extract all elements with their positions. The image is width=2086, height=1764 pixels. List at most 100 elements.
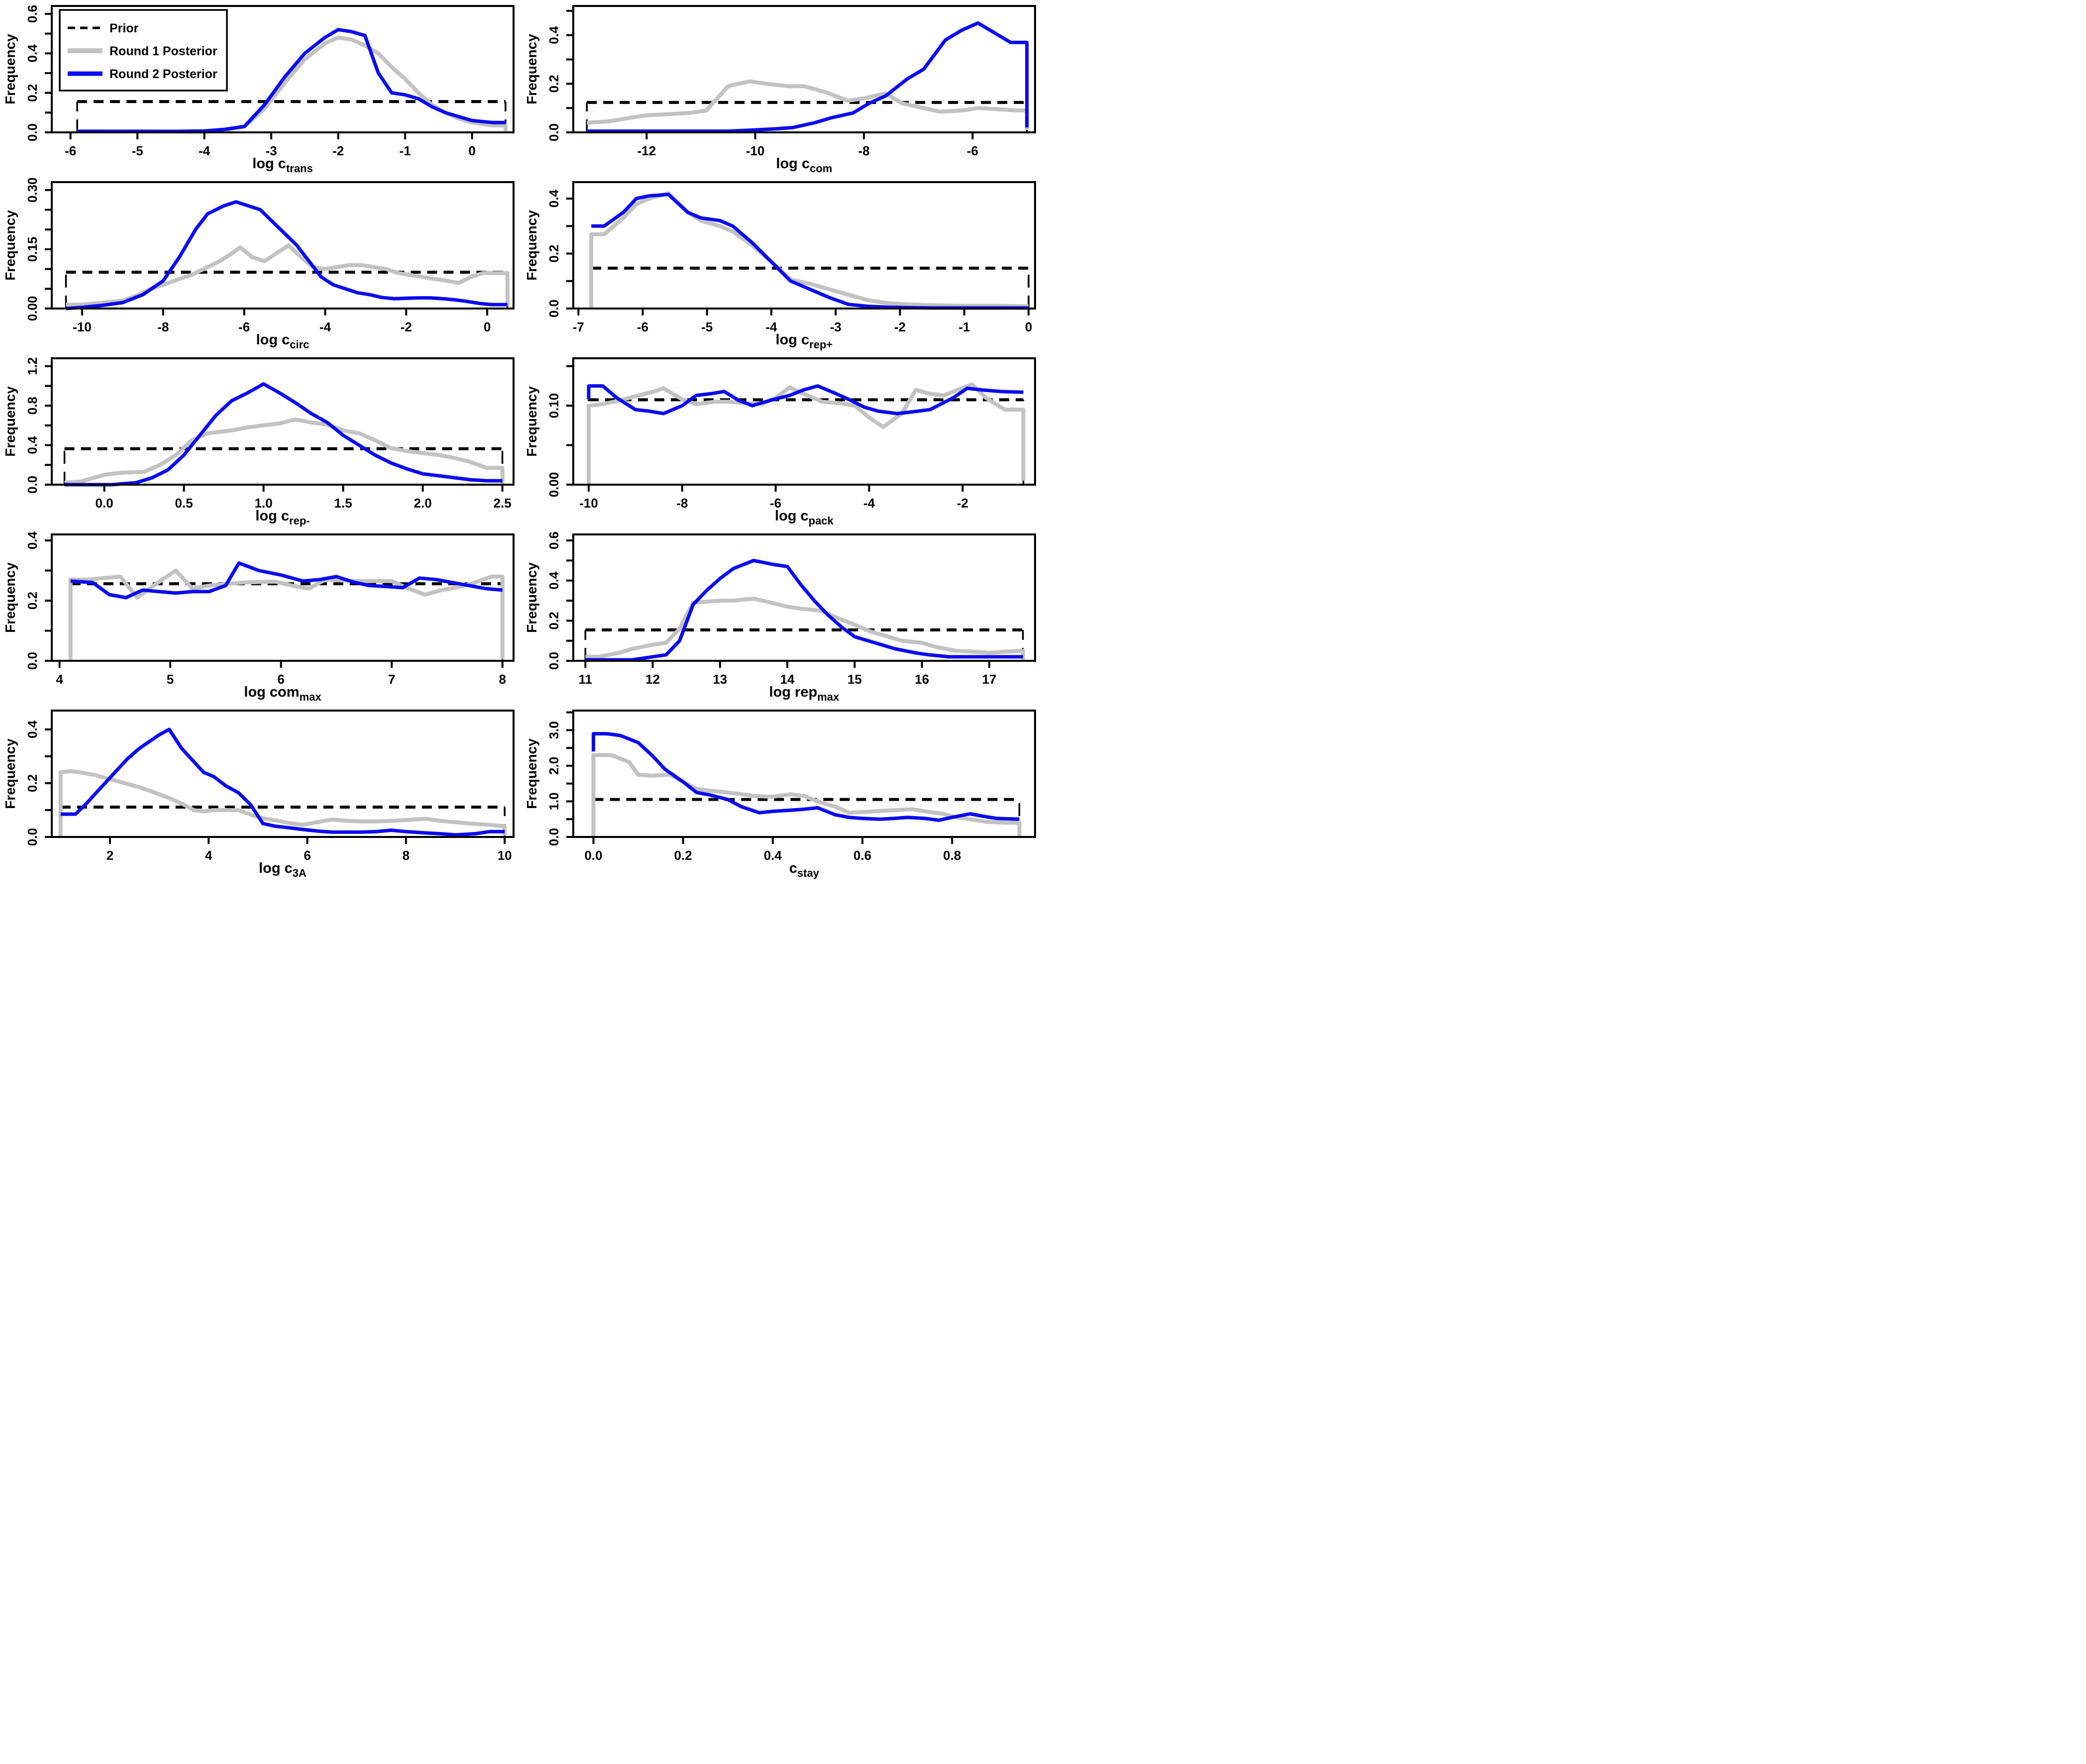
y-tick-label: 0.4 — [546, 190, 561, 208]
plot-log-rep-max: 11 12 13 14 15 16 17 0.0 0.2 0.4 0.6 Frequency log r… — [522, 528, 1043, 705]
x-tick-label: -8 — [157, 319, 169, 334]
plot-box — [51, 181, 515, 310]
x-tick-label: 1.5 — [334, 496, 352, 511]
plot-box — [572, 710, 1036, 838]
y-axis-title: Frequency — [2, 34, 18, 104]
chart-svg-log-c-trans: -6 -5 -4 -3 -2 -1 0 0.0 0.2 0.4 0.6 Frequency log ct… — [2, 5, 515, 175]
x-tick-label: -4 — [199, 143, 210, 158]
round1-posterior-curve — [591, 753, 1022, 837]
x-tick-label: 0.8 — [943, 848, 961, 863]
round2-posterior-curve — [64, 382, 503, 487]
x-tick-label: 4 — [205, 848, 212, 863]
round2-posterior-curve — [587, 21, 1029, 133]
x-tick-label: 7 — [388, 672, 395, 687]
round2-posterior-curve — [66, 200, 508, 311]
y-axis-title: Frequency — [2, 386, 18, 457]
chart-svg-log-com-max: 4 5 6 7 8 0.0 0.2 0.4 Frequency log commax — [2, 531, 515, 703]
x-tick-label: 0 — [1025, 319, 1032, 334]
round2-posterior-curve — [70, 561, 503, 600]
legend-label: Round 2 Posterior — [109, 67, 217, 81]
round2-posterior-curve — [592, 732, 1020, 822]
legend-label: Prior — [109, 21, 139, 35]
plot-log-c-3A: 2 4 6 8 10 0.0 0.2 0.4 Frequency log c3A — [0, 705, 522, 881]
y-tick-label: 1.0 — [546, 792, 561, 810]
round2-posterior-curve — [587, 384, 1024, 415]
y-tick-label: 0.0 — [546, 828, 561, 846]
y-tick-label: 0.2 — [25, 774, 40, 792]
x-axis-title: log cpack — [775, 508, 834, 527]
plot-log-c-rep-plus: -7 -6 -5 -4 -3 -2 -1 0 0.0 0.2 0.4 Frequency log cre… — [522, 176, 1043, 352]
y-tick-label: 0.10 — [546, 393, 561, 418]
x-tick-label: 2.5 — [494, 496, 512, 511]
y-tick-label: 0.0 — [546, 123, 561, 141]
round1-posterior-curve — [585, 597, 1025, 660]
x-axis-title: log repmax — [769, 684, 839, 703]
y-tick-label: 0.2 — [546, 75, 561, 93]
x-tick-label: -7 — [573, 319, 584, 334]
plot-box — [572, 357, 1036, 486]
chart-svg-c-stay: 0.0 0.2 0.4 0.6 0.8 0.0 1.0 2.0 3.0 Frequency csta… — [524, 710, 1036, 879]
y-axis-title: Frequency — [524, 738, 539, 809]
x-tick-label: 0 — [484, 319, 491, 334]
y-tick-label: 0.8 — [25, 397, 40, 415]
round2-posterior-curve — [60, 727, 505, 837]
x-tick-label: -10 — [746, 143, 765, 158]
x-tick-label: -8 — [858, 143, 870, 158]
y-tick-label: 0.2 — [25, 592, 40, 610]
y-axis-title: Frequency — [2, 562, 18, 633]
plot-box — [51, 357, 515, 486]
x-tick-label: -12 — [637, 143, 656, 158]
y-tick-label: 0.2 — [546, 612, 561, 629]
x-tick-label: 15 — [847, 672, 862, 687]
x-tick-label: -1 — [958, 319, 970, 334]
plot-log-c-rep-minus: 0.0 0.5 1.0 1.5 2.0 2.5 0.0 0.4 0.8 1.2 Frequency l… — [0, 352, 522, 528]
y-axis-title: Frequency — [2, 738, 18, 809]
round1-posterior-curve — [66, 243, 510, 307]
plot-box — [572, 5, 1036, 133]
x-tick-label: 14 — [780, 672, 795, 687]
x-tick-label: -4 — [319, 319, 331, 334]
y-axis-title: Frequency — [524, 210, 539, 281]
round1-posterior-curve — [587, 382, 1026, 485]
x-tick-label: -1 — [400, 143, 411, 158]
y-axis-title: Frequency — [2, 210, 18, 281]
y-tick-label: 0.4 — [25, 44, 40, 63]
chart-svg-log-c-rep-plus: -7 -6 -5 -4 -3 -2 -1 0 0.0 0.2 0.4 Frequency log cre… — [524, 181, 1036, 351]
x-axis-title: log ccirc — [256, 332, 310, 351]
chart-svg-log-c-pack: -10 -8 -6 -4 -2 0.00 0.10 Frequency log cpack — [524, 357, 1036, 527]
y-tick-label: 0.4 — [546, 571, 561, 590]
plot-log-c-pack: -10 -8 -6 -4 -2 0.00 0.10 Frequency log cpack — [522, 352, 1043, 528]
y-tick-label: 0.30 — [25, 178, 40, 203]
y-tick-label: 0.0 — [25, 476, 40, 494]
x-tick-label: -6 — [238, 319, 250, 334]
x-tick-label: -4 — [863, 496, 875, 511]
x-axis-title: log c3A — [259, 860, 307, 879]
round2-posterior-curve — [591, 193, 1029, 310]
x-tick-label: -6 — [770, 496, 781, 511]
x-tick-label: -2 — [332, 143, 344, 158]
chart-svg-log-c-3A: 2 4 6 8 10 0.0 0.2 0.4 Frequency log c3A — [2, 710, 515, 879]
y-tick-label: 0.2 — [25, 84, 40, 102]
y-tick-label: 0.0 — [25, 828, 40, 846]
x-tick-label: 0.6 — [853, 848, 871, 863]
x-tick-label: -6 — [637, 319, 648, 334]
y-tick-label: 2.0 — [546, 757, 561, 775]
x-axis-title: log crep+ — [776, 332, 833, 351]
x-tick-label: 2.0 — [414, 496, 432, 511]
y-tick-label: 0.4 — [546, 26, 561, 44]
round2-posterior-curve — [585, 558, 1023, 662]
plot-log-c-trans: -6 -5 -4 -3 -2 -1 0 0.0 0.2 0.4 0.6 Frequency log ct… — [0, 0, 522, 176]
x-tick-label: 2 — [106, 848, 113, 863]
x-tick-label: 17 — [982, 672, 997, 687]
x-tick-label: 4 — [56, 672, 63, 687]
plot-box — [51, 5, 515, 133]
y-tick-label: 0.0 — [546, 652, 561, 670]
y-tick-label: 0.00 — [546, 472, 561, 498]
x-tick-label: 11 — [579, 672, 593, 687]
x-tick-label: 16 — [915, 672, 929, 687]
y-tick-label: 0.6 — [546, 531, 561, 549]
y-tick-label: 0.4 — [25, 720, 40, 738]
x-axis-title: log crep- — [255, 508, 310, 527]
y-tick-label: 0.0 — [546, 300, 561, 317]
x-tick-label: -2 — [894, 319, 906, 334]
